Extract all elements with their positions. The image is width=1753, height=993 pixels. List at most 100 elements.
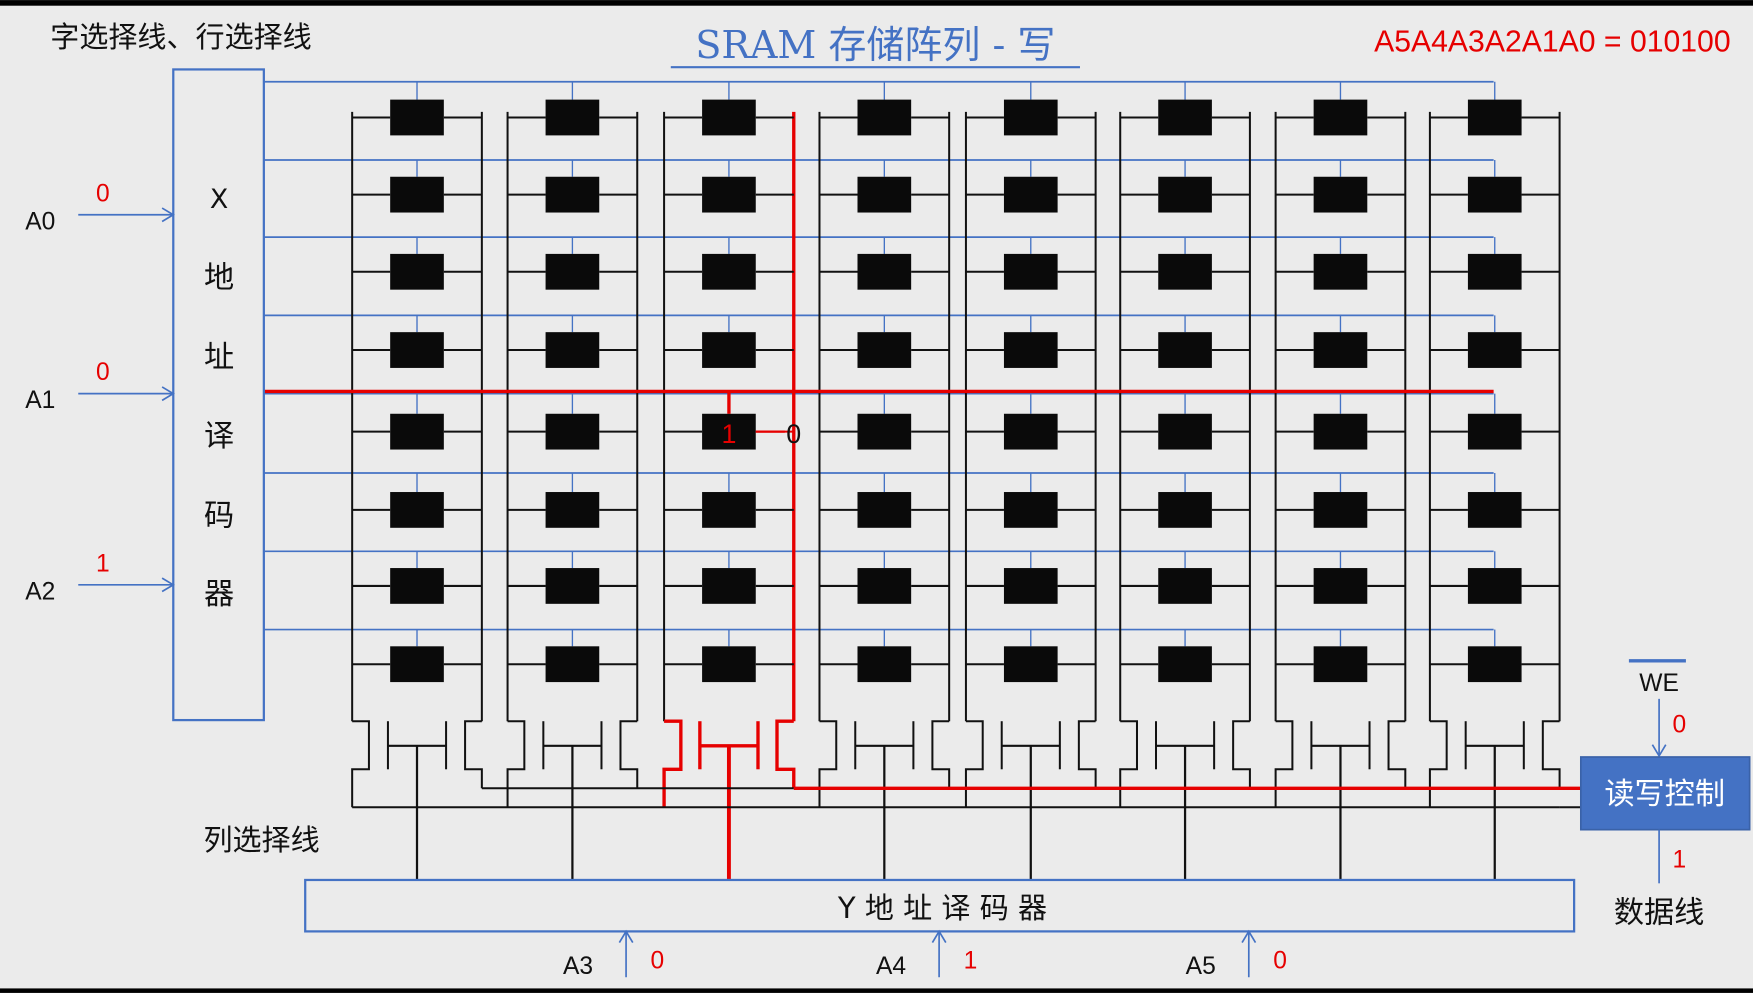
address-input-label: A5 xyxy=(1186,953,1216,980)
memory-cell xyxy=(702,332,756,368)
memory-cell xyxy=(1003,176,1058,213)
memory-cell xyxy=(1003,646,1058,683)
memory-cell xyxy=(857,332,912,368)
memory-cell xyxy=(1003,332,1058,368)
column-transistor-left xyxy=(1274,720,1294,808)
memory-cell xyxy=(545,253,600,290)
arrowhead-icon xyxy=(161,207,175,223)
memory-cell xyxy=(545,413,600,450)
memory-cell xyxy=(702,492,756,528)
y-decoder-label: Y 地 址 译 码 器 xyxy=(837,891,1047,925)
x-decoder-box xyxy=(172,68,265,722)
memory-cell xyxy=(1467,253,1522,290)
memory-cell xyxy=(545,568,600,604)
memory-cell xyxy=(1467,99,1522,136)
memory-cell xyxy=(1467,176,1522,213)
column-transistor-right xyxy=(464,720,483,789)
memory-cell xyxy=(1313,568,1368,604)
memory-cell xyxy=(1313,492,1368,528)
address-input-label: A1 xyxy=(25,387,55,414)
column-select-caption: 列选择线 xyxy=(203,823,319,857)
memory-cell xyxy=(1313,646,1368,683)
memory-cell xyxy=(1158,332,1212,368)
memory-cell xyxy=(390,568,444,604)
memory-cell xyxy=(857,176,912,213)
column-transistor-right xyxy=(1541,720,1561,789)
x-decoder-char: 址 xyxy=(204,340,234,375)
rw-control-label: 读写控制 xyxy=(1604,777,1725,812)
address-value: A5A4A3A2A1A0 = 010100 xyxy=(1374,26,1730,59)
cell-value: 1 xyxy=(721,419,736,449)
address-input-label: A0 xyxy=(25,208,55,235)
x-decoder-char: 译 xyxy=(204,419,234,454)
arrowhead-icon xyxy=(161,386,175,402)
address-bit: 0 xyxy=(1273,947,1287,974)
column-transistor-left xyxy=(351,720,370,808)
x-decoder-char: X xyxy=(210,184,228,215)
memory-cell xyxy=(1313,99,1368,136)
rw-control-box xyxy=(1579,756,1751,831)
memory-cell xyxy=(1003,492,1058,528)
we-bit: 0 xyxy=(1673,711,1687,738)
column-transistor-left xyxy=(662,719,683,808)
memory-cell xyxy=(1467,332,1522,368)
column-transistor-right xyxy=(1077,720,1097,789)
column-transistor-right xyxy=(619,720,639,789)
memory-cell xyxy=(545,332,600,368)
memory-cell xyxy=(1467,646,1522,683)
memory-cell xyxy=(1158,492,1212,528)
memory-cell xyxy=(1003,253,1058,290)
memory-cell xyxy=(390,492,444,528)
column-transistor-left xyxy=(506,720,526,808)
memory-cell xyxy=(1313,413,1368,450)
word-line-caption: 字选择线、行选择线 xyxy=(50,20,311,54)
memory-cell xyxy=(1158,646,1212,683)
x-decoder-char: 地 xyxy=(204,260,234,295)
x-decoder-char: 器 xyxy=(204,577,234,612)
column-transistor-left xyxy=(1119,720,1138,808)
memory-cell xyxy=(390,99,444,136)
cell-complement-value: 0 xyxy=(786,419,801,449)
memory-cell xyxy=(857,413,912,450)
memory-cell xyxy=(545,176,600,213)
address-bit: 0 xyxy=(96,359,110,386)
memory-cell xyxy=(857,568,912,604)
bottom-border xyxy=(0,988,1753,993)
memory-cell xyxy=(545,646,600,683)
column-transistor-right xyxy=(1232,720,1251,789)
arrowhead-icon xyxy=(931,929,947,944)
memory-cell xyxy=(1158,568,1212,604)
address-bit: 0 xyxy=(96,180,110,207)
memory-cell xyxy=(390,176,444,213)
memory-cell xyxy=(390,413,444,450)
x-decoder-inputs: A0 0 A1 0 A2 1 xyxy=(25,180,175,605)
memory-cell xyxy=(1158,253,1212,290)
memory-cell xyxy=(702,253,756,290)
data-bit: 1 xyxy=(1673,847,1687,874)
data-line-label: 数据线 xyxy=(1614,895,1705,930)
y-decoder-box xyxy=(304,878,1576,933)
address-bit: 1 xyxy=(96,550,110,577)
memory-cell xyxy=(390,646,444,683)
memory-cell xyxy=(702,646,756,683)
memory-cell xyxy=(1313,176,1368,213)
column-transistor-left xyxy=(1428,720,1448,808)
memory-cell xyxy=(702,568,756,604)
memory-cell xyxy=(702,413,756,450)
arrowhead-icon xyxy=(1241,929,1257,944)
memory-cell xyxy=(1003,99,1058,136)
memory-cell xyxy=(1467,568,1522,604)
top-border xyxy=(0,0,1753,6)
x-decoder-char: 码 xyxy=(204,499,234,534)
address-bit: 0 xyxy=(651,947,665,974)
column-transistor-right xyxy=(775,719,796,789)
memory-cell xyxy=(390,253,444,290)
column-transistor-right xyxy=(931,720,951,789)
address-bit: 1 xyxy=(964,947,978,974)
we-arrowhead-icon xyxy=(1651,744,1667,758)
memory-cell xyxy=(545,99,600,136)
memory-cell xyxy=(1158,176,1212,213)
